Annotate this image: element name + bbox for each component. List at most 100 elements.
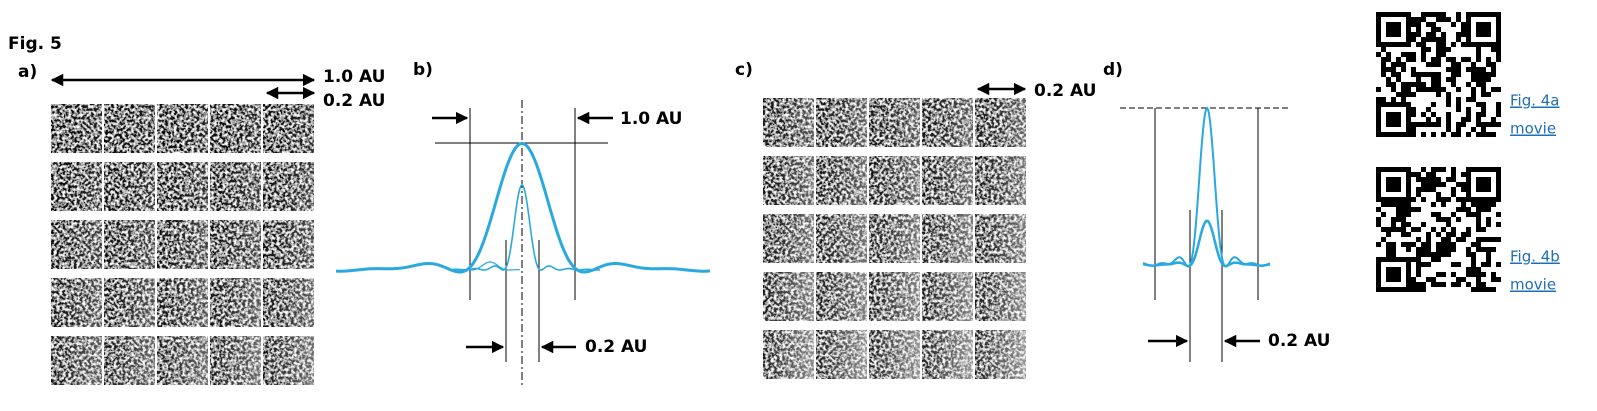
qr-module	[1471, 197, 1476, 202]
qr-module	[1486, 77, 1491, 82]
qr-module	[1381, 102, 1386, 107]
qr-module	[1481, 72, 1486, 77]
image-tile	[51, 336, 102, 385]
qr-module	[1416, 72, 1421, 77]
qr-module	[1446, 122, 1451, 127]
qr-module	[1496, 107, 1501, 112]
qr-module	[1376, 172, 1381, 177]
image-tile	[51, 220, 102, 269]
qr-module	[1391, 112, 1396, 117]
qr-module	[1411, 67, 1416, 72]
image-tile	[263, 162, 314, 211]
link[interactable]: Fig. 4b	[1510, 248, 1560, 266]
qr-module	[1441, 52, 1446, 57]
qr-module	[1426, 32, 1431, 37]
image-tile	[157, 278, 208, 327]
qr-module	[1421, 197, 1426, 202]
qr-module	[1446, 252, 1451, 257]
image-tile	[816, 272, 867, 321]
qr-module	[1486, 32, 1491, 37]
qr-module	[1421, 72, 1426, 77]
qr-module	[1381, 132, 1386, 137]
qr-module	[1401, 212, 1406, 217]
qr-module	[1486, 187, 1491, 192]
qr-module	[1411, 132, 1416, 137]
qr-module	[1401, 227, 1406, 232]
qr-module	[1496, 177, 1501, 182]
qr-module	[1491, 67, 1496, 72]
qr-module	[1396, 197, 1401, 202]
qr-module	[1376, 207, 1381, 212]
qr-module	[1456, 262, 1461, 267]
qr-module	[1391, 257, 1396, 262]
qr-module	[1391, 82, 1396, 87]
qr-module	[1381, 47, 1386, 52]
qr-module	[1411, 227, 1416, 232]
image-tile	[975, 330, 1026, 379]
link[interactable]: movie	[1510, 276, 1556, 294]
qr-module	[1476, 272, 1481, 277]
qr-module	[1496, 22, 1501, 27]
qr-module	[1466, 272, 1471, 277]
qr-module	[1426, 12, 1431, 17]
qr-module	[1481, 187, 1486, 192]
qr-module	[1431, 82, 1436, 87]
qr-module	[1386, 57, 1391, 62]
image-tile	[869, 330, 920, 379]
qr-module	[1406, 37, 1411, 42]
qr-module	[1441, 252, 1446, 257]
qr-module	[1396, 257, 1401, 262]
qr-module	[1426, 72, 1431, 77]
qr-module	[1406, 177, 1411, 182]
qr-module	[1436, 47, 1441, 52]
qr-module	[1396, 227, 1401, 232]
qr-module	[1451, 82, 1456, 87]
qr-module	[1391, 62, 1396, 67]
qr-module	[1411, 52, 1416, 57]
qr-module	[1486, 12, 1491, 17]
qr-module	[1421, 182, 1426, 187]
qr-module	[1431, 277, 1436, 282]
qr-module	[1466, 12, 1471, 17]
qr-module	[1396, 202, 1401, 207]
qr-module	[1431, 202, 1436, 207]
image-tile	[816, 98, 867, 147]
qr-module	[1481, 82, 1486, 87]
qr-module	[1376, 182, 1381, 187]
link[interactable]: movie	[1510, 120, 1556, 138]
qr-module	[1471, 212, 1476, 217]
qr-module	[1396, 207, 1401, 212]
qr-module	[1446, 232, 1451, 237]
qr-module	[1406, 277, 1411, 282]
qr-module	[1496, 237, 1501, 242]
qr-module	[1451, 177, 1456, 182]
qr-module	[1476, 182, 1481, 187]
qr-module	[1481, 182, 1486, 187]
qr-module	[1441, 197, 1446, 202]
qr-module	[1476, 42, 1481, 47]
qr-module	[1491, 62, 1496, 67]
qr-module	[1496, 87, 1501, 92]
qr-module	[1406, 57, 1411, 62]
image-tile	[157, 220, 208, 269]
qr-module	[1441, 202, 1446, 207]
qr-module	[1481, 87, 1486, 92]
qr-module	[1471, 87, 1476, 92]
qr-module	[1421, 282, 1426, 287]
qr-module	[1471, 272, 1476, 277]
qr-module	[1421, 12, 1426, 17]
qr-module	[1426, 237, 1431, 242]
qr-module	[1406, 82, 1411, 87]
qr-module	[1471, 67, 1476, 72]
qr-module	[1476, 112, 1481, 117]
qr-module	[1406, 42, 1411, 47]
qr-module	[1401, 67, 1406, 72]
link[interactable]: Fig. 4a	[1510, 92, 1560, 110]
qr-module	[1396, 212, 1401, 217]
qr-module	[1391, 272, 1396, 277]
image-tile	[763, 272, 814, 321]
qr-module	[1491, 72, 1496, 77]
qr-module	[1426, 122, 1431, 127]
qr-module	[1391, 197, 1396, 202]
curve	[1142, 219, 1271, 268]
